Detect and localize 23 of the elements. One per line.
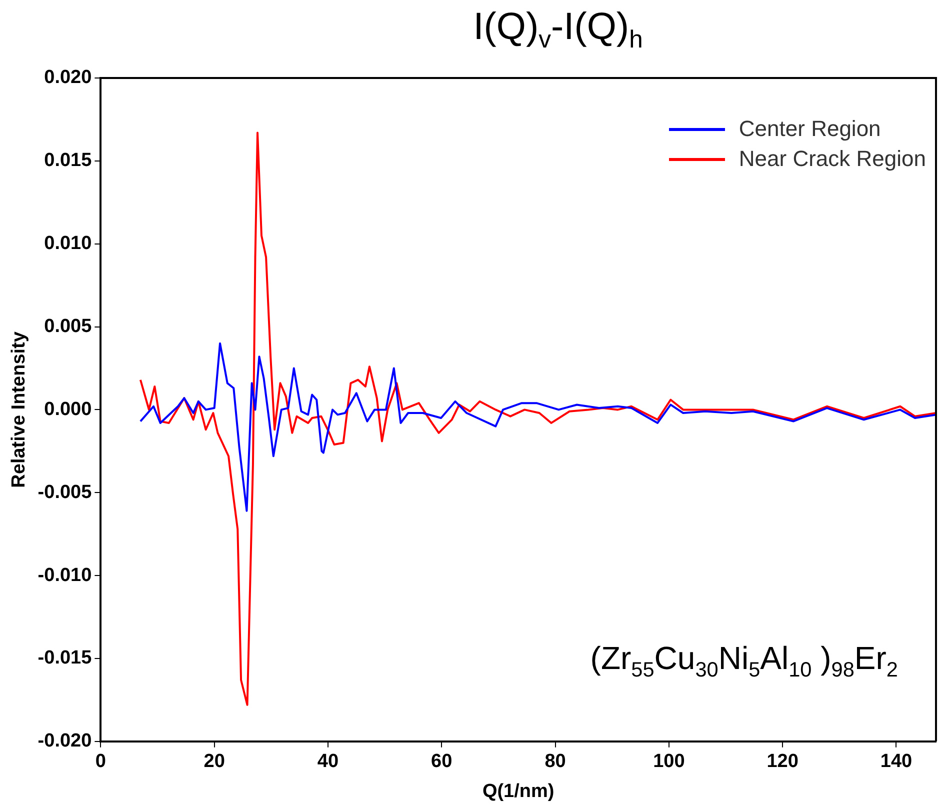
x-tick-label: 120 [766,751,798,772]
x-tick-label: 60 [431,751,452,772]
chart-title: I(Q)$_{v}$-I(Q)$_{h}$ [472,6,644,55]
y-tick-label: -0.010 [38,564,92,586]
x-axis-title: Q(1/nm) [482,780,554,802]
y-tick-label: 0.005 [44,316,92,338]
y-tick-label: 0.020 [44,67,92,88]
y-tick-label: -0.005 [38,482,92,503]
legend-label: Center Region [738,115,881,143]
x-tick-label: 20 [204,751,225,772]
y-tick-label: 0.000 [44,398,92,420]
x-tick-label: 80 [544,751,566,772]
legend-label: Near Crack Region [738,145,926,173]
x-tick-label: 40 [317,751,339,772]
y-tick-label: -0.015 [38,648,92,669]
y-axis-title: Relative Intensity [8,331,30,488]
y-tick-label: -0.020 [38,730,92,752]
y-tick-label: 0.010 [44,233,92,254]
x-tick-label: 0 [95,751,106,772]
text: (Zr$_{55}$Cu$_{30}$Ni$_{5}$Al$_{10}$ )$_{98}$Er$_{2}$ [590,640,898,682]
y-tick-label: 0.015 [44,150,92,172]
x-tick-label: 140 [880,751,912,772]
x-tick-label: 100 [653,751,685,772]
